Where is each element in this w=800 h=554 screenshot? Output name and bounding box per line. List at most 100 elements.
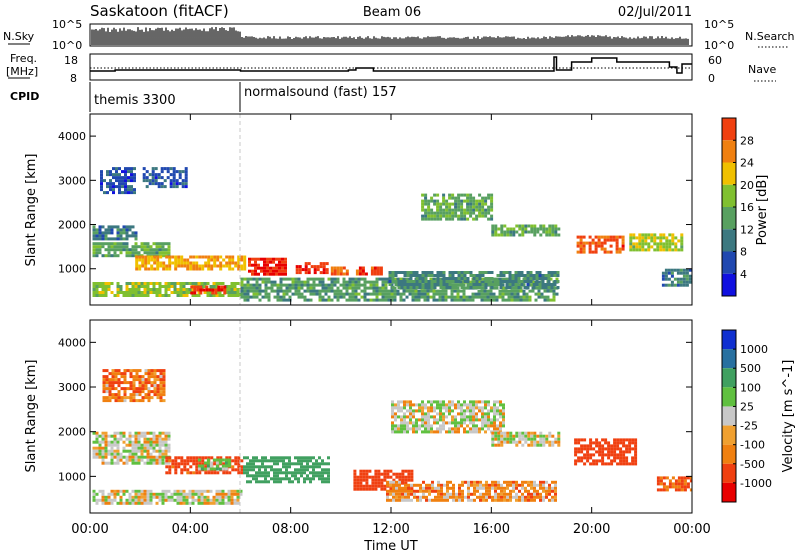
heatmap-cell (554, 230, 558, 234)
heatmap-cell (158, 458, 162, 462)
heatmap-cell (134, 291, 138, 294)
heatmap-cell (407, 495, 410, 499)
heatmap-cell (143, 446, 147, 450)
heatmap-cell (528, 298, 532, 302)
heatmap-cell (284, 263, 287, 267)
heatmap-cell (487, 424, 490, 428)
heatmap-cell (125, 294, 129, 297)
heatmap-cell (228, 264, 232, 268)
heatmap-cell (530, 230, 534, 234)
heatmap-cell (123, 390, 127, 394)
heatmap-cell (189, 459, 193, 463)
heatmap-cell (409, 427, 412, 431)
heatmap-cell (354, 277, 358, 281)
heatmap-cell (439, 208, 443, 212)
heatmap-cell (143, 443, 147, 447)
heatmap-cell (185, 495, 189, 499)
heatmap-cell (455, 498, 458, 502)
heatmap-cell (659, 245, 663, 249)
heatmap-cell (345, 280, 349, 284)
heatmap-cell (472, 286, 476, 289)
heatmap-cell (475, 427, 478, 431)
heatmap-cell (212, 498, 216, 502)
heatmap-cell (511, 283, 515, 286)
heatmap-cell (472, 274, 476, 277)
heatmap-cell (486, 295, 490, 299)
heatmap-cell (212, 495, 216, 499)
heatmap-cell (249, 462, 252, 466)
heatmap-cell (252, 459, 255, 463)
heatmap-cell (319, 265, 323, 269)
heatmap-cell (634, 441, 638, 445)
heatmap-cell (92, 254, 96, 258)
heatmap-cell (189, 456, 193, 460)
heatmap-cell (424, 274, 428, 277)
heatmap-cell (119, 458, 123, 462)
heatmap-cell (197, 464, 201, 468)
heatmap-cell (233, 498, 237, 502)
heatmap-cell (405, 277, 409, 281)
colorbar-tick-label: -25 (740, 420, 758, 433)
heatmap-cell (433, 199, 437, 203)
heatmap-cell (288, 480, 291, 484)
heatmap-cell (452, 498, 455, 502)
heatmap-cell (597, 235, 601, 239)
heatmap-cell (128, 225, 132, 229)
heatmap-cell (161, 458, 165, 462)
heatmap-cell (610, 462, 614, 466)
heatmap-cell (375, 295, 379, 299)
heatmap-cell (164, 446, 168, 450)
heatmap-cell (686, 485, 690, 489)
colorbar-tick-label: 16 (740, 201, 754, 214)
heatmap-cell (137, 455, 141, 459)
heatmap-cell (481, 205, 485, 209)
heatmap-cell (141, 384, 145, 388)
colorbar-tick-label: -100 (740, 439, 765, 452)
heatmap-cell (418, 424, 421, 428)
heatmap-cell (173, 291, 177, 294)
heatmap-cell (147, 396, 151, 400)
heatmap-cell (134, 455, 138, 459)
heatmap-cell (589, 441, 593, 445)
heatmap-cell (389, 489, 392, 493)
heatmap-cell (494, 227, 498, 231)
heatmap-cell (300, 456, 303, 460)
heatmap-cell (264, 280, 268, 284)
heatmap-cell (397, 406, 400, 410)
heatmap-cell (102, 387, 106, 391)
heatmap-cell (445, 286, 449, 289)
heatmap-cell (269, 257, 272, 261)
heatmap-cell (461, 492, 464, 496)
heatmap-cell (155, 458, 159, 462)
heatmap-cell (264, 292, 268, 296)
heatmap-cell (152, 282, 156, 285)
heatmap-cell (689, 476, 692, 480)
heatmap-cell (499, 424, 502, 428)
heatmap-cell (207, 267, 211, 271)
heatmap-cell (227, 285, 231, 288)
heatmap-cell (201, 462, 205, 466)
heatmap-cell (445, 283, 449, 286)
heatmap-cell (424, 217, 428, 221)
heatmap-cell (228, 471, 232, 475)
heatmap-cell (288, 295, 292, 299)
heatmap-cell (505, 283, 509, 286)
heatmap-cell (442, 424, 445, 428)
heatmap-cell (151, 167, 155, 171)
colorbar-tick-label: -500 (740, 458, 765, 471)
heatmap-cell (135, 375, 139, 379)
heatmap-cell (357, 283, 361, 287)
heatmap-cell (475, 205, 479, 209)
heatmap-cell (539, 437, 543, 441)
heatmap-cell (164, 294, 168, 297)
heatmap-cell (164, 437, 168, 441)
heatmap-cell (463, 193, 467, 197)
heatmap-cell (152, 242, 156, 246)
heatmap-cell (612, 235, 616, 239)
heatmap-cell (175, 170, 179, 174)
heatmap-cell (427, 415, 430, 419)
heatmap-cell (410, 478, 414, 482)
heatmap-cell (454, 415, 457, 419)
heatmap-cell (92, 455, 96, 459)
heatmap-cell (447, 295, 451, 299)
